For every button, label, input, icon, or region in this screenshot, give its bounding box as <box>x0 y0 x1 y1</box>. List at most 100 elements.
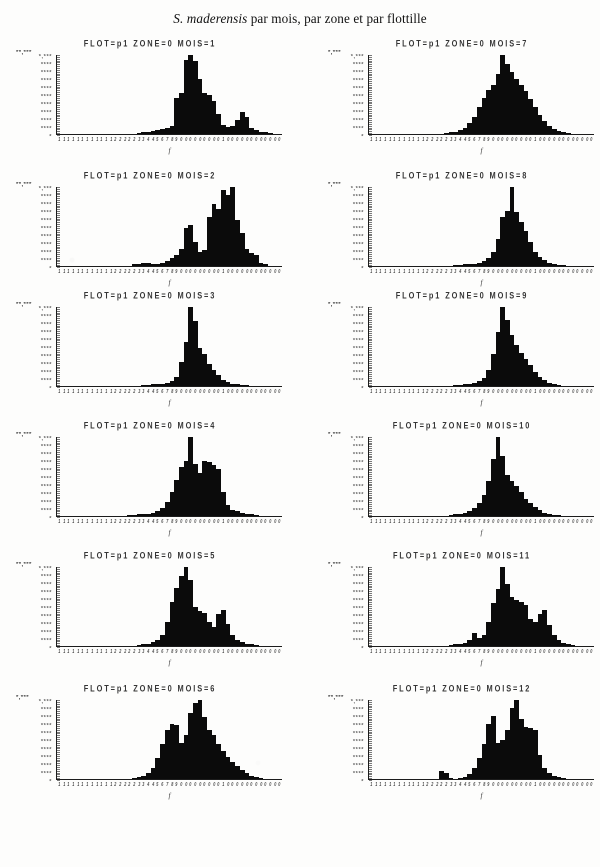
x-tick-label: 1 <box>412 389 415 395</box>
x-tick-label: 3 <box>142 649 145 655</box>
histogram-bar <box>453 514 459 516</box>
x-axis-label: f <box>480 147 483 155</box>
x-tick-label: 3 <box>449 782 453 788</box>
x-tick-label: 0 <box>278 137 281 143</box>
histogram-bar <box>528 99 534 134</box>
y-tick-label: **** <box>352 731 364 737</box>
histogram-bar <box>519 601 524 646</box>
y-tick-label: **** <box>40 258 52 264</box>
histogram-bar <box>141 385 147 386</box>
x-tick-label: 2 <box>435 649 439 655</box>
y-tick-labels: *,*** **** **** **** **** **** **** **** **** ***… <box>18 699 52 785</box>
histogram-bar <box>202 354 207 386</box>
x-tick-label: 0 <box>208 649 211 655</box>
x-tick-label: 1 <box>95 137 98 143</box>
histogram-bar <box>514 212 519 266</box>
x-tick-label: 4 <box>147 389 150 395</box>
x-tick-label: 0 <box>264 782 267 788</box>
x-tick-label: 0 <box>227 519 230 525</box>
x-tick-label: 1 <box>421 649 424 655</box>
histogram-bar <box>188 55 193 134</box>
y-tick-label: **** <box>40 94 52 100</box>
histogram-bar <box>235 511 240 516</box>
y-tick-label: **** <box>352 258 364 264</box>
x-tick-label: 7 <box>166 782 169 788</box>
x-tick-label: 4 <box>464 519 467 525</box>
x-tick-label: 0 <box>278 649 281 655</box>
histogram-bar <box>183 734 189 779</box>
x-axis-line <box>56 265 282 267</box>
y-tick-label: **** <box>352 94 364 100</box>
y-tick-label: **** <box>40 226 52 232</box>
histogram-bar <box>207 217 212 266</box>
x-tick-label: 1 <box>370 649 373 655</box>
x-tick-label: 0 <box>184 389 187 395</box>
histogram-bars <box>369 437 594 516</box>
x-tick-label: 2 <box>114 519 117 525</box>
y-tick-label: **** <box>40 234 52 240</box>
histogram-bar <box>542 121 548 134</box>
histogram-bar <box>504 730 510 779</box>
y-tick-label: * <box>49 516 52 522</box>
chart-title: FLOT=p1 ZONE=0 MOIS=5 <box>83 550 217 561</box>
histogram-bar <box>146 262 151 266</box>
y-axis-line <box>368 700 370 780</box>
y-tick-label: **** <box>40 582 52 588</box>
x-tick-label: 2 <box>114 782 117 788</box>
y-axis-label: *,*** <box>328 50 342 56</box>
histogram-bar <box>504 584 510 646</box>
histogram-bar <box>244 385 250 386</box>
x-axis-line <box>56 385 282 387</box>
x-tick-label: 0 <box>524 269 528 275</box>
x-tick-label: 4 <box>147 137 150 143</box>
histogram-bar <box>453 644 459 646</box>
histogram-bar <box>192 606 198 646</box>
y-tick-label: **** <box>352 62 364 68</box>
histogram-bar <box>481 634 487 646</box>
x-tick-label: 1 <box>91 389 94 395</box>
x-tick-label: 0 <box>496 519 499 525</box>
x-tick-label: 1 <box>393 137 396 143</box>
histogram-bar <box>528 365 534 386</box>
x-tick-label: 2 <box>440 782 443 788</box>
axis-box <box>56 187 282 268</box>
histogram-bar <box>155 130 161 134</box>
x-tick-label: 0 <box>250 782 253 788</box>
x-tick-label: 0 <box>496 649 499 655</box>
x-tick-label: 0 <box>557 137 560 143</box>
x-tick-label: 0 <box>543 137 546 143</box>
x-tick-label: 4 <box>464 782 467 788</box>
x-tick-label: 3 <box>137 519 141 525</box>
x-tick-label: 4 <box>459 137 462 143</box>
x-tick-label: 0 <box>250 649 253 655</box>
x-tick-label: 5 <box>468 649 471 655</box>
x-tick-label: 0 <box>184 782 187 788</box>
histogram-bar <box>174 587 179 646</box>
x-tick-label: 4 <box>464 389 467 395</box>
x-tick-label: 7 <box>478 519 481 525</box>
histogram-bar <box>207 462 212 516</box>
y-tick-label: **** <box>352 226 364 232</box>
x-tick-label: 0 <box>515 269 518 275</box>
chart-title: FLOT=p1 ZONE=0 MOIS=8 <box>395 170 529 181</box>
x-tick-label: 3 <box>449 269 453 275</box>
histogram-bar <box>519 221 524 266</box>
histogram-bar <box>444 133 449 134</box>
histogram-bar <box>164 127 170 134</box>
x-tick-label: 4 <box>459 649 462 655</box>
plot-area: *,*** *,*** **** **** **** **** **** **** **** **… <box>328 562 598 667</box>
x-tick-label: 0 <box>524 389 528 395</box>
x-tick-label: 3 <box>137 137 141 143</box>
x-tick-label: 1 <box>374 519 378 525</box>
x-tick-label: 0 <box>227 137 230 143</box>
histogram-bar <box>164 261 170 266</box>
histogram-bars <box>57 437 282 516</box>
histogram-bar <box>448 645 454 646</box>
x-tick-label: 1 <box>222 137 225 143</box>
x-tick-label: 2 <box>431 389 434 395</box>
histogram-bar <box>533 371 538 386</box>
y-tick-label: **** <box>352 70 364 76</box>
histogram-bar <box>225 194 231 266</box>
x-tick-label: 0 <box>557 782 560 788</box>
x-tick-label: 2 <box>123 782 127 788</box>
